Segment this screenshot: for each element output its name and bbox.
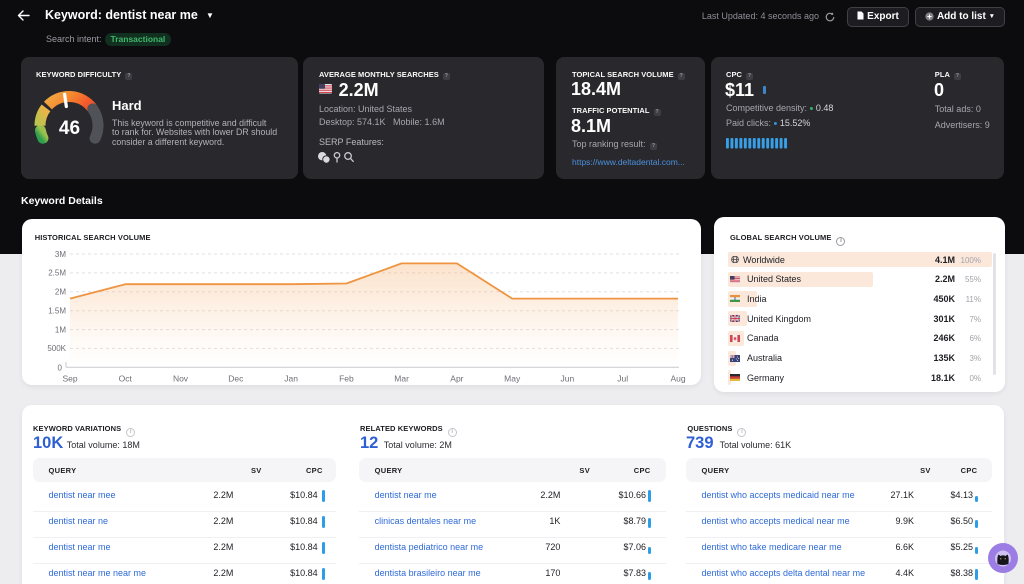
svg-text:Feb: Feb — [339, 374, 354, 384]
svg-text:Nov: Nov — [173, 374, 189, 384]
svg-text:Mar: Mar — [394, 374, 409, 384]
svg-text:Jan: Jan — [284, 374, 298, 384]
svg-text:Jul: Jul — [617, 374, 628, 384]
svg-text:2M: 2M — [55, 288, 66, 297]
svg-text:Oct: Oct — [119, 374, 133, 384]
svg-text:1.5M: 1.5M — [48, 307, 66, 316]
svg-text:1M: 1M — [55, 325, 66, 334]
svg-text:0: 0 — [58, 363, 63, 372]
svg-text:3M: 3M — [55, 250, 66, 259]
svg-text:Apr: Apr — [450, 374, 463, 384]
svg-text:Dec: Dec — [228, 374, 244, 384]
svg-text:2.5M: 2.5M — [48, 269, 66, 278]
svg-text:Jun: Jun — [561, 374, 575, 384]
svg-text:May: May — [504, 374, 521, 384]
svg-text:Aug: Aug — [670, 374, 685, 384]
svg-text:500K: 500K — [47, 344, 66, 353]
svg-text:Sep: Sep — [62, 374, 77, 384]
